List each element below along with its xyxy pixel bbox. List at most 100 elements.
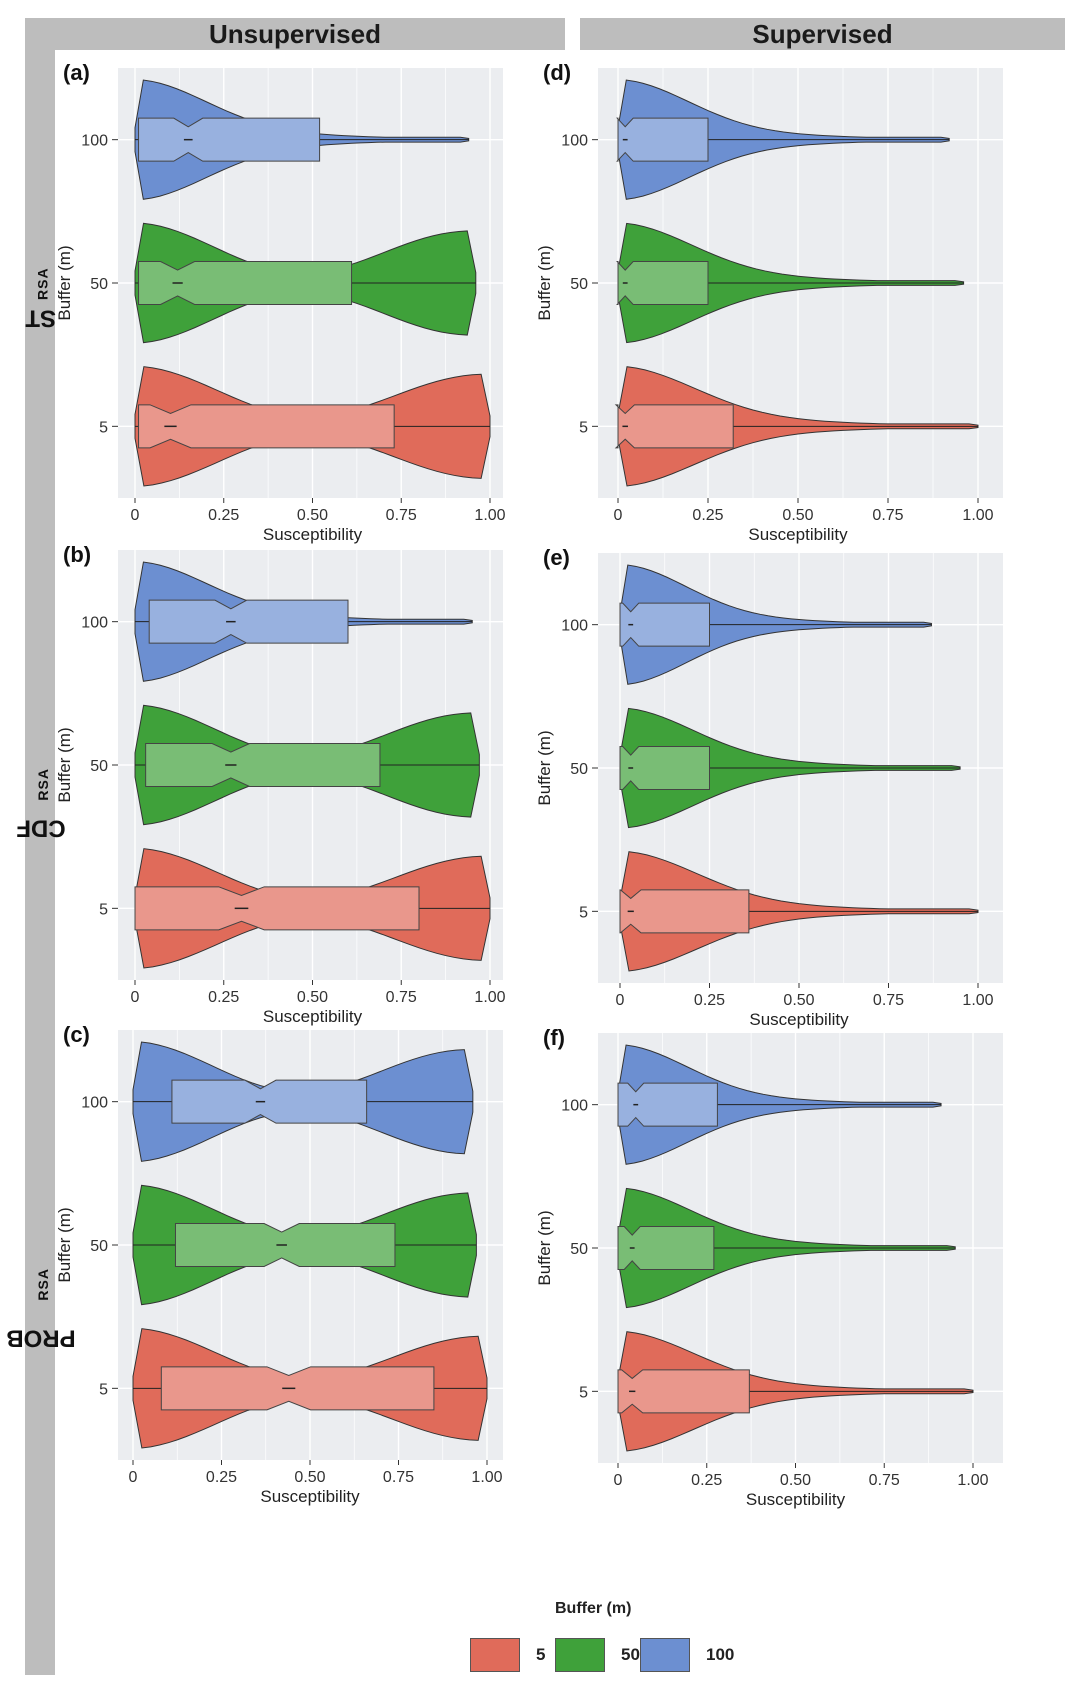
x-tick-label: 0.25 (208, 989, 239, 1006)
x-axis-label: Susceptibility (263, 525, 363, 544)
y-axis-label: Buffer (m) (535, 1210, 554, 1285)
x-tick-label: 1.00 (471, 1469, 502, 1486)
y-tick-label: 100 (561, 1098, 588, 1115)
x-tick-label: 0.25 (694, 992, 725, 1009)
box-5 (138, 404, 395, 449)
x-tick-label: 0.50 (783, 992, 814, 1009)
y-tick-label: 100 (561, 133, 588, 150)
x-tick-label: 0.50 (297, 507, 328, 524)
y-tick-label: 50 (570, 761, 588, 778)
y-tick-label: 50 (90, 1238, 108, 1255)
box-100 (619, 602, 710, 647)
y-tick-label: 5 (579, 419, 588, 436)
column-header-unsupervised: Unsupervised (25, 18, 565, 50)
x-tick-label: 0.75 (386, 507, 417, 524)
legend-item-5: 5 (470, 1638, 545, 1672)
y-axis-label: Buffer (m) (535, 730, 554, 805)
box-50 (145, 743, 381, 787)
x-tick-label: 0 (131, 989, 140, 1006)
x-axis-label: Susceptibility (263, 1007, 363, 1026)
legend-label-50: 50 (621, 1645, 640, 1664)
legend-title: Buffer (m) (555, 1600, 632, 1617)
panel-letter: (c) (63, 1022, 90, 1047)
row-strip (25, 50, 55, 1675)
box-100 (148, 599, 349, 644)
box-100 (171, 1079, 368, 1124)
y-tick-label: 100 (81, 615, 108, 632)
x-tick-label: 1.00 (957, 1472, 988, 1489)
x-tick-label: 1.00 (474, 989, 505, 1006)
legend-label-100: 100 (706, 1645, 735, 1664)
x-tick-label: 0.50 (294, 1469, 325, 1486)
x-tick-label: 0.75 (873, 992, 904, 1009)
x-tick-label: 0.75 (383, 1469, 414, 1486)
box-5 (619, 889, 750, 934)
legend-swatch-5 (470, 1638, 520, 1672)
x-tick-label: 1.00 (962, 992, 993, 1009)
box-5 (617, 1369, 750, 1414)
x-axis-label: Susceptibility (749, 1010, 849, 1029)
y-tick-label: 50 (90, 276, 108, 293)
x-axis-label: Susceptibility (748, 525, 848, 544)
x-tick-label: 1.00 (474, 507, 505, 524)
box-50 (619, 746, 710, 790)
y-tick-label: 100 (561, 618, 588, 635)
legend-label-5: 5 (536, 1645, 546, 1664)
x-axis-label: Susceptibility (746, 1490, 846, 1509)
box-50 (138, 261, 353, 305)
x-tick-label: 0.25 (208, 507, 239, 524)
x-tick-label: 0.50 (780, 1472, 811, 1489)
box-100 (616, 117, 709, 162)
x-axis-label: Susceptibility (260, 1487, 360, 1506)
box-5 (614, 404, 734, 449)
y-axis-label: Buffer (m) (55, 1207, 74, 1282)
y-tick-label: 5 (579, 1384, 588, 1401)
y-tick-label: 50 (570, 1241, 588, 1258)
legend-item-100: 100 (640, 1638, 734, 1672)
box-50 (617, 1226, 715, 1270)
y-tick-label: 5 (99, 1381, 108, 1398)
x-tick-label: 0.50 (297, 989, 328, 1006)
box-100 (617, 1082, 718, 1127)
y-axis-label: Buffer (m) (55, 245, 74, 320)
panel-letter: (e) (543, 545, 570, 570)
y-tick-label: 5 (99, 419, 108, 436)
x-tick-label: 0.75 (872, 507, 903, 524)
panel-letter: (a) (63, 60, 90, 85)
x-tick-label: 0.75 (869, 1472, 900, 1489)
legend: Buffer (m) 5 50 100 (470, 1600, 770, 1680)
box-100 (138, 117, 321, 162)
y-tick-label: 100 (81, 1095, 108, 1112)
x-tick-label: 0.50 (782, 507, 813, 524)
y-tick-label: 100 (81, 133, 108, 150)
legend-swatch-50 (555, 1638, 605, 1672)
x-tick-label: 0.25 (691, 1472, 722, 1489)
y-tick-label: 50 (90, 758, 108, 775)
x-tick-label: 0 (614, 507, 623, 524)
y-axis-label: Buffer (m) (535, 245, 554, 320)
y-axis-label: Buffer (m) (55, 727, 74, 802)
x-tick-label: 0 (616, 992, 625, 1009)
box-5 (134, 886, 420, 931)
panel-letter: (f) (543, 1025, 565, 1050)
box-5 (160, 1366, 435, 1411)
x-tick-label: 0.25 (206, 1469, 237, 1486)
x-tick-label: 1.00 (962, 507, 993, 524)
x-tick-label: 0.25 (692, 507, 723, 524)
y-tick-label: 50 (570, 276, 588, 293)
panel-letter: (d) (543, 60, 571, 85)
x-tick-label: 0 (131, 507, 140, 524)
y-tick-label: 5 (579, 904, 588, 921)
y-tick-label: 5 (99, 901, 108, 918)
x-tick-label: 0 (129, 1469, 138, 1486)
legend-item-50: 50 (555, 1638, 640, 1672)
column-header-supervised: Supervised (580, 18, 1065, 50)
x-tick-label: 0 (614, 1472, 623, 1489)
